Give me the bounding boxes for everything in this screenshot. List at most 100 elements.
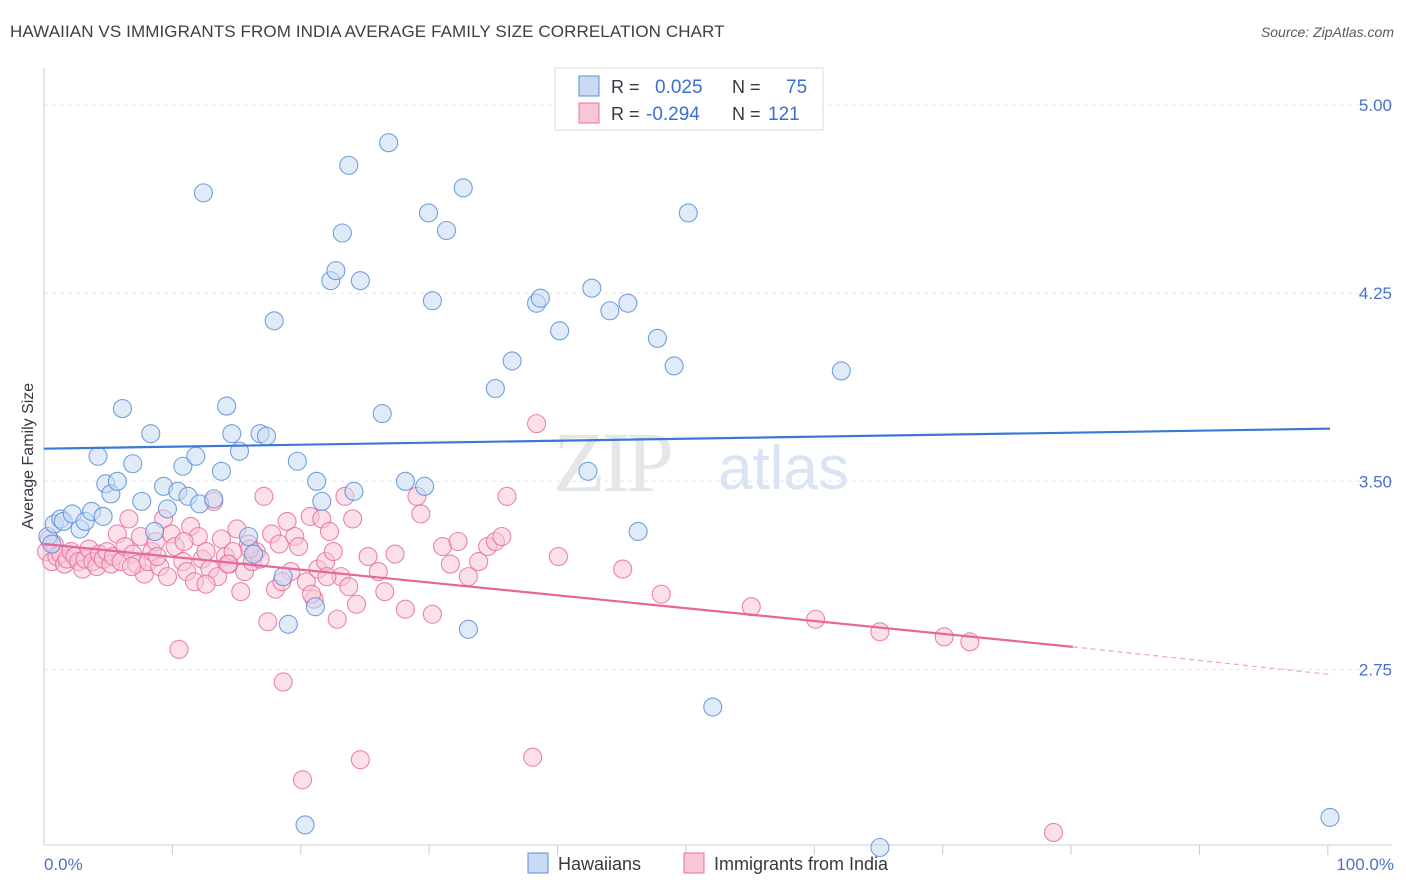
legend-r-value-2: -0.294 bbox=[646, 104, 700, 125]
hawaiians-point bbox=[395, 471, 415, 491]
india-point bbox=[121, 557, 141, 577]
india-point bbox=[526, 414, 547, 434]
hawaiians-point bbox=[141, 424, 161, 444]
india-point bbox=[806, 609, 826, 629]
legend-swatch-india bbox=[578, 102, 600, 124]
hawaiians-point bbox=[831, 361, 851, 381]
legend-n-value-2: 121 bbox=[768, 104, 800, 125]
hawaiians-point bbox=[647, 328, 667, 348]
legend-n-value-1: 75 bbox=[786, 77, 807, 98]
hawaiians-point bbox=[350, 271, 370, 291]
india-point bbox=[358, 547, 378, 567]
hawaiians-point bbox=[600, 301, 620, 321]
india-point bbox=[327, 609, 347, 629]
hawaiians-point bbox=[664, 356, 684, 376]
hawaiians-point bbox=[217, 396, 237, 416]
hawaiians-point bbox=[453, 178, 473, 198]
hawaiians-point bbox=[123, 454, 143, 474]
hawaiians-point bbox=[485, 378, 505, 399]
hawaiians-point bbox=[273, 567, 293, 587]
hawaiians-point bbox=[628, 521, 648, 542]
hawaiians-point bbox=[326, 261, 346, 281]
legend-top-box bbox=[554, 67, 824, 131]
hawaiians-point bbox=[295, 815, 315, 835]
hawaiians-point bbox=[157, 499, 178, 519]
hawaiians-point bbox=[193, 183, 214, 203]
legend-bottom-label-hawaiians: Hawaiians bbox=[558, 854, 641, 874]
hawaiians-point bbox=[418, 203, 439, 223]
india-point bbox=[350, 750, 370, 770]
hawaiians-point bbox=[530, 288, 550, 308]
india-point bbox=[319, 521, 340, 542]
hawaiians-point bbox=[618, 293, 638, 313]
axes bbox=[43, 68, 1392, 846]
legend-r-label-2: R = bbox=[611, 104, 640, 124]
legend-swatch-hawaiians bbox=[578, 75, 600, 97]
hawaiians-point bbox=[339, 155, 359, 175]
x-tick-label-max: 100.0% bbox=[1336, 855, 1394, 874]
india-point bbox=[269, 534, 289, 554]
hawaiians-point bbox=[344, 481, 364, 501]
trend-line-india-extension bbox=[1072, 646, 1331, 676]
hawaiians-point bbox=[244, 544, 264, 564]
hawaiians-point bbox=[93, 506, 113, 526]
series-hawaiians-points bbox=[38, 133, 1340, 858]
legend-r-value-1: 0.025 bbox=[655, 77, 703, 98]
india-point bbox=[385, 544, 405, 564]
trend-line-india bbox=[43, 542, 1073, 648]
hawaiians-point bbox=[88, 446, 108, 466]
hawaiians-point bbox=[238, 526, 259, 547]
hawaiians-point bbox=[550, 321, 570, 341]
source-label: Source: ZipAtlas.com bbox=[1260, 24, 1394, 40]
india-point bbox=[492, 526, 512, 547]
hawaiians-point bbox=[415, 476, 435, 496]
watermark-atlas: atlas bbox=[718, 434, 849, 503]
watermark-zip: ZIP bbox=[553, 414, 671, 510]
watermark: ZIP atlas bbox=[553, 414, 849, 510]
india-point bbox=[458, 567, 478, 587]
hawaiians-point bbox=[372, 404, 392, 424]
hawaiians-point bbox=[703, 697, 723, 717]
hawaiians-point bbox=[422, 291, 442, 311]
hawaiians-point bbox=[582, 278, 602, 298]
legend-n-label-2: N = bbox=[732, 104, 761, 124]
india-point bbox=[448, 531, 468, 552]
india-point bbox=[346, 594, 367, 614]
india-point bbox=[254, 486, 274, 506]
hawaiians-point bbox=[256, 426, 277, 446]
hawaiians-point bbox=[312, 491, 332, 511]
hawaiians-point bbox=[678, 203, 698, 223]
y-tick-labels: 2.75 3.50 4.25 5.00 bbox=[1359, 96, 1392, 679]
india-point bbox=[395, 599, 415, 619]
y-tick-label: 3.50 bbox=[1359, 472, 1392, 491]
hawaiians-point bbox=[107, 471, 127, 491]
india-point bbox=[497, 486, 517, 506]
y-tick-label: 5.00 bbox=[1359, 96, 1392, 115]
hawaiians-point bbox=[307, 471, 327, 491]
india-point bbox=[548, 547, 568, 567]
india-point bbox=[523, 747, 543, 767]
y-tick-label: 2.75 bbox=[1359, 660, 1392, 679]
series-india-points bbox=[37, 414, 1064, 843]
legend-bottom-label-india: Immigrants from India bbox=[714, 854, 889, 874]
india-point bbox=[196, 574, 216, 594]
india-point bbox=[870, 622, 890, 642]
hawaiians-point bbox=[204, 489, 224, 509]
hawaiians-point bbox=[305, 597, 325, 617]
india-point bbox=[613, 559, 633, 579]
hawaiians-point bbox=[870, 837, 890, 858]
legend-bottom-swatch-india bbox=[683, 852, 705, 874]
hawaiians-point bbox=[145, 521, 165, 542]
legend-top: R = 0.025 N = 75 R = -0.294 N = 121 bbox=[554, 67, 824, 131]
hawaiians-point bbox=[379, 133, 399, 153]
india-point bbox=[411, 504, 431, 524]
india-point bbox=[292, 770, 313, 790]
hawaiians-point bbox=[458, 619, 478, 639]
india-point bbox=[343, 509, 363, 529]
india-point bbox=[339, 577, 359, 597]
hawaiians-point bbox=[186, 446, 206, 466]
india-point bbox=[469, 552, 489, 572]
hawaiians-point bbox=[222, 424, 242, 444]
india-point bbox=[174, 531, 194, 552]
